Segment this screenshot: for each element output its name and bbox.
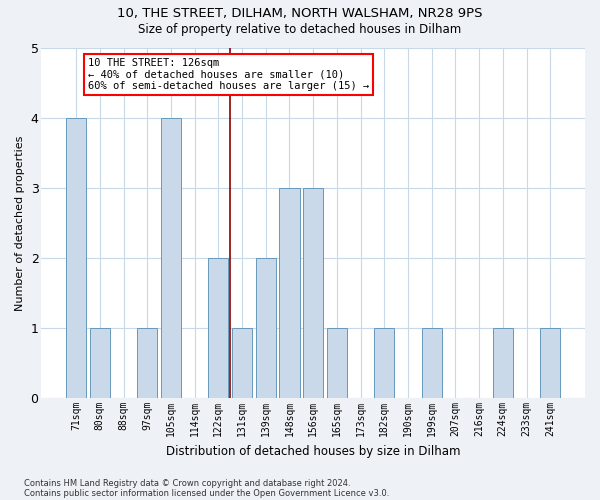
Text: Contains public sector information licensed under the Open Government Licence v3: Contains public sector information licen… [24,488,389,498]
Text: Size of property relative to detached houses in Dilham: Size of property relative to detached ho… [139,22,461,36]
Bar [137,328,157,398]
Text: 10, THE STREET, DILHAM, NORTH WALSHAM, NR28 9PS: 10, THE STREET, DILHAM, NORTH WALSHAM, N… [117,8,483,20]
Bar [208,258,229,398]
Bar [303,188,323,398]
Text: 10 THE STREET: 126sqm
← 40% of detached houses are smaller (10)
60% of semi-deta: 10 THE STREET: 126sqm ← 40% of detached … [88,58,369,91]
Bar [374,328,394,398]
Bar [66,118,86,398]
Bar [90,328,110,398]
Bar [422,328,442,398]
Bar [493,328,513,398]
Bar [280,188,299,398]
Y-axis label: Number of detached properties: Number of detached properties [15,135,25,310]
Bar [327,328,347,398]
Text: Contains HM Land Registry data © Crown copyright and database right 2024.: Contains HM Land Registry data © Crown c… [24,478,350,488]
Bar [256,258,276,398]
Bar [232,328,252,398]
X-axis label: Distribution of detached houses by size in Dilham: Distribution of detached houses by size … [166,444,460,458]
Bar [540,328,560,398]
Bar [161,118,181,398]
